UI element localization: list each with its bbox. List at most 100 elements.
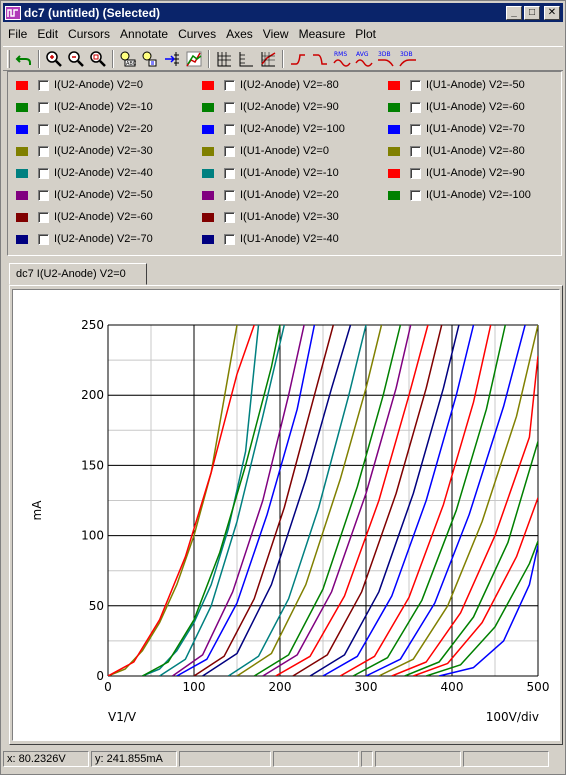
legend-color-swatch[interactable] bbox=[388, 102, 400, 112]
legend-checkbox[interactable] bbox=[224, 189, 235, 201]
legend-checkbox[interactable] bbox=[224, 233, 235, 245]
menu-axes[interactable]: Axes bbox=[226, 27, 253, 41]
legend-checkbox[interactable] bbox=[38, 189, 49, 201]
legend-color-swatch[interactable] bbox=[202, 190, 214, 200]
chart[interactable]: 0 100 200 300 400 500 0 50 100 150 200 250 mA V1/V 100… bbox=[13, 290, 559, 740]
legend-item[interactable]: I(U2-Anode) V2=-30 bbox=[16, 140, 153, 162]
legend-item[interactable]: I(U1-Anode) V2=-90 bbox=[388, 162, 531, 184]
legend-color-swatch[interactable] bbox=[16, 234, 28, 244]
legend-color-swatch[interactable] bbox=[202, 146, 214, 156]
legend-item[interactable]: I(U2-Anode) V2=-60 bbox=[16, 206, 153, 228]
legend-color-swatch[interactable] bbox=[388, 146, 400, 156]
legend-item[interactable]: I(U2-Anode) V2=-50 bbox=[16, 184, 153, 206]
menu-curves[interactable]: Curves bbox=[178, 27, 217, 41]
chart-icon[interactable] bbox=[257, 49, 279, 69]
legend-checkbox[interactable] bbox=[410, 101, 421, 113]
legend-color-swatch[interactable] bbox=[388, 168, 400, 178]
legend-checkbox[interactable] bbox=[410, 145, 421, 157]
legend-checkbox[interactable] bbox=[38, 167, 49, 179]
legend-checkbox[interactable] bbox=[224, 145, 235, 157]
rms-icon[interactable]: RMS bbox=[331, 49, 353, 69]
grid-icon[interactable] bbox=[213, 49, 235, 69]
legend-color-swatch[interactable] bbox=[388, 190, 400, 200]
rise-edge-icon[interactable] bbox=[287, 49, 309, 69]
legend-item[interactable]: I(U1-Anode) V2=0 bbox=[202, 140, 345, 162]
legend-color-swatch[interactable] bbox=[16, 80, 28, 90]
legend-checkbox[interactable] bbox=[224, 167, 235, 179]
legend-checkbox[interactable] bbox=[224, 123, 235, 135]
zoom-fit-icon[interactable] bbox=[87, 49, 109, 69]
legend-item[interactable]: I(U2-Anode) V2=-90 bbox=[202, 96, 345, 118]
plot-area[interactable]: 0 100 200 300 400 500 0 50 100 150 200 250 mA V1/V 100… bbox=[12, 289, 560, 741]
legend-color-swatch[interactable] bbox=[202, 234, 214, 244]
legend-color-swatch[interactable] bbox=[16, 168, 28, 178]
zoom-in-icon[interactable] bbox=[43, 49, 65, 69]
legend-checkbox[interactable] bbox=[38, 211, 49, 223]
legend-checkbox[interactable] bbox=[410, 189, 421, 201]
legend-item[interactable]: I(U2-Anode) V2=-100 bbox=[202, 118, 345, 140]
legend-item[interactable]: I(U1-Anode) V2=-50 bbox=[388, 74, 531, 96]
legend-checkbox[interactable] bbox=[224, 79, 235, 91]
menu-cursors[interactable]: Cursors bbox=[68, 27, 111, 41]
legend-item[interactable]: I(U1-Anode) V2=-70 bbox=[388, 118, 531, 140]
menu-file[interactable]: File bbox=[8, 27, 28, 41]
legend-checkbox[interactable] bbox=[38, 233, 49, 245]
menu-plot[interactable]: Plot bbox=[355, 27, 376, 41]
maximize-button[interactable]: □ bbox=[524, 5, 540, 20]
legend-color-swatch[interactable] bbox=[388, 124, 400, 134]
3db-high-icon[interactable]: 3DB bbox=[375, 49, 397, 69]
menu-measure[interactable]: Measure bbox=[298, 27, 346, 41]
legend-item[interactable]: I(U1-Anode) V2=-100 bbox=[388, 184, 531, 206]
app-icon[interactable] bbox=[5, 5, 21, 20]
legend-color-swatch[interactable] bbox=[388, 80, 400, 90]
menu-annotate[interactable]: Annotate bbox=[120, 27, 169, 41]
legend-color-swatch[interactable] bbox=[16, 124, 28, 134]
zoom-out-icon[interactable] bbox=[65, 49, 87, 69]
menu-view[interactable]: View bbox=[262, 27, 289, 41]
tab-dc7-curve[interactable]: dc7 I(U2-Anode) V2=0 bbox=[9, 263, 147, 285]
3db-low-icon[interactable]: 3DB bbox=[397, 49, 419, 69]
legend-checkbox[interactable] bbox=[38, 123, 49, 135]
curve-color-icon[interactable] bbox=[183, 49, 205, 69]
legend-checkbox[interactable] bbox=[224, 211, 235, 223]
legend-item[interactable]: I(U2-Anode) V2=-40 bbox=[16, 162, 153, 184]
legend-color-swatch[interactable] bbox=[202, 102, 214, 112]
legend-item[interactable]: I(U1-Anode) V2=-20 bbox=[202, 184, 345, 206]
legend-checkbox[interactable] bbox=[38, 79, 49, 91]
text-label-icon[interactable]: ABC bbox=[117, 49, 139, 69]
legend-color-swatch[interactable] bbox=[202, 168, 214, 178]
legend-checkbox[interactable] bbox=[410, 79, 421, 91]
legend-item[interactable]: I(U2-Anode) V2=-70 bbox=[16, 228, 153, 250]
minimize-button[interactable]: _ bbox=[506, 5, 522, 20]
title-bar[interactable]: dc7 (untitled) (Selected) _ □ ✕ bbox=[3, 3, 563, 22]
legend-checkbox[interactable] bbox=[38, 101, 49, 113]
legend-item[interactable]: I(U1-Anode) V2=-10 bbox=[202, 162, 345, 184]
legend-item[interactable]: I(U2-Anode) V2=-10 bbox=[16, 96, 153, 118]
legend-color-swatch[interactable] bbox=[202, 80, 214, 90]
legend-color-swatch[interactable] bbox=[202, 212, 214, 222]
legend-color-swatch[interactable] bbox=[202, 124, 214, 134]
avg-icon[interactable]: AVG bbox=[353, 49, 375, 69]
tick-mark-icon[interactable] bbox=[161, 49, 183, 69]
legend-checkbox[interactable] bbox=[224, 101, 235, 113]
legend-checkbox[interactable] bbox=[410, 123, 421, 135]
undo-icon[interactable] bbox=[13, 49, 35, 69]
close-button[interactable]: ✕ bbox=[544, 5, 560, 20]
legend-color-swatch[interactable] bbox=[16, 146, 28, 156]
legend-checkbox[interactable] bbox=[410, 167, 421, 179]
grid-minor-icon[interactable] bbox=[235, 49, 257, 69]
legend-color-swatch[interactable] bbox=[16, 212, 28, 222]
legend-item[interactable]: I(U2-Anode) V2=-80 bbox=[202, 74, 345, 96]
legend-item[interactable]: I(U2-Anode) V2=-20 bbox=[16, 118, 153, 140]
menu-edit[interactable]: Edit bbox=[37, 27, 59, 41]
fall-edge-icon[interactable] bbox=[309, 49, 331, 69]
annotation-icon[interactable] bbox=[139, 49, 161, 69]
toolbar-grip[interactable] bbox=[7, 49, 10, 68]
legend-color-swatch[interactable] bbox=[16, 190, 28, 200]
legend-item[interactable]: I(U1-Anode) V2=-80 bbox=[388, 140, 531, 162]
legend-item[interactable]: I(U1-Anode) V2=-40 bbox=[202, 228, 345, 250]
legend-item[interactable]: I(U1-Anode) V2=-60 bbox=[388, 96, 531, 118]
legend-color-swatch[interactable] bbox=[16, 102, 28, 112]
legend-checkbox[interactable] bbox=[38, 145, 49, 157]
legend-item[interactable]: I(U1-Anode) V2=-30 bbox=[202, 206, 345, 228]
